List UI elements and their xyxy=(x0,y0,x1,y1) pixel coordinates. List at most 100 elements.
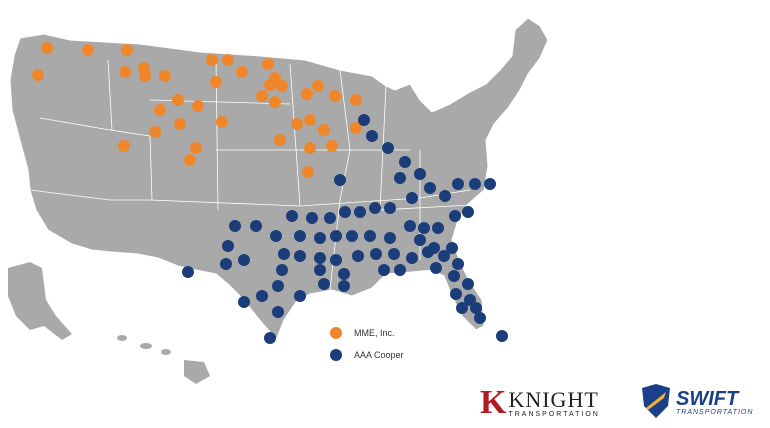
aaa-terminal-marker-13 xyxy=(406,192,418,204)
aaa-terminal-marker-49 xyxy=(422,246,434,258)
aaa-terminal-marker-63 xyxy=(318,278,330,290)
mme-terminal-marker-35 xyxy=(274,134,286,146)
mme-terminal-marker-28 xyxy=(149,126,161,138)
knight-name: KNIGHT xyxy=(508,386,599,412)
aaa-terminal-marker-28 xyxy=(364,230,376,242)
aaa-terminal-marker-40 xyxy=(220,258,232,270)
mme-terminal-marker-5 xyxy=(119,66,131,78)
mme-terminal-marker-34 xyxy=(291,118,303,130)
aaa-terminal-marker-19 xyxy=(306,212,318,224)
aaa-terminal-marker-53 xyxy=(314,264,326,276)
aaa-terminal-marker-21 xyxy=(229,220,241,232)
aaa-terminal-marker-42 xyxy=(294,250,306,262)
aaa-terminal-marker-15 xyxy=(369,202,381,214)
mme-terminals xyxy=(32,42,362,178)
aaa-terminal-marker-50 xyxy=(438,250,450,262)
mme-terminal-marker-18 xyxy=(269,96,281,108)
aaa-terminal-marker-44 xyxy=(330,254,342,266)
aaa-terminal-marker-60 xyxy=(256,290,268,302)
aaa-terminal-marker-14 xyxy=(384,202,396,214)
mme-terminal-marker-13 xyxy=(262,58,274,70)
aaa-terminal-marker-68 xyxy=(470,302,482,314)
aaa-terminal-marker-29 xyxy=(384,232,396,244)
mme-terminal-marker-21 xyxy=(329,90,341,102)
mme-terminal-marker-29 xyxy=(118,140,130,152)
mme-terminal-marker-8 xyxy=(159,70,171,82)
aaa-terminal-marker-31 xyxy=(418,222,430,234)
aaa-terminal-marker-5 xyxy=(414,168,426,180)
aaa-terminal-marker-55 xyxy=(378,264,390,276)
mme-terminal-marker-39 xyxy=(302,166,314,178)
aaa-terminal-marker-47 xyxy=(388,248,400,260)
aaa-terminal-marker-27 xyxy=(346,230,358,242)
aaa-terminal-marker-10 xyxy=(469,178,481,190)
aaa-terminal-marker-59 xyxy=(182,266,194,278)
aaa-terminal-marker-4 xyxy=(399,156,411,168)
mme-terminal-marker-11 xyxy=(236,66,248,78)
knight-subtitle: TRANSPORTATION xyxy=(508,410,600,418)
aaa-terminal-marker-8 xyxy=(424,182,436,194)
mme-terminal-marker-22 xyxy=(350,94,362,106)
mme-terminal-marker-17 xyxy=(256,90,268,102)
knight-logo: K KNIGHT TRANSPORTATION xyxy=(480,386,600,420)
mme-terminal-marker-32 xyxy=(304,114,316,126)
knight-mark: K xyxy=(480,384,507,421)
aaa-terminal-marker-64 xyxy=(338,280,350,292)
aaa-terminal-marker-12 xyxy=(439,190,451,202)
mme-terminal-marker-26 xyxy=(174,118,186,130)
aaa-terminal-marker-22 xyxy=(250,220,262,232)
aaa-terminal-marker-45 xyxy=(352,250,364,262)
aaa-terminal-marker-25 xyxy=(314,232,326,244)
mme-terminal-marker-7 xyxy=(139,70,151,82)
aaa-terminal-marker-48 xyxy=(406,252,418,264)
legend-dot-mme xyxy=(330,327,342,339)
aaa-terminal-marker-51 xyxy=(452,258,464,270)
aaa-terminal-marker-58 xyxy=(448,270,460,282)
aaa-terminal-marker-56 xyxy=(394,264,406,276)
aaa-terminal-marker-2 xyxy=(366,130,378,142)
mme-terminal-marker-25 xyxy=(154,104,166,116)
aaa-terminal-marker-66 xyxy=(462,278,474,290)
mme-terminal-marker-19 xyxy=(312,80,324,92)
aaa-terminal-marker-62 xyxy=(294,290,306,302)
aaa-terminal-marker-30 xyxy=(404,220,416,232)
aaa-terminal-marker-37 xyxy=(446,242,458,254)
aaa-terminal-marker-20 xyxy=(286,210,298,222)
aaa-terminal-marker-1 xyxy=(358,114,370,126)
aaa-terminals xyxy=(182,114,508,344)
aaa-terminal-marker-17 xyxy=(339,206,351,218)
mme-terminal-marker-10 xyxy=(222,54,234,66)
aaa-terminal-marker-52 xyxy=(276,264,288,276)
aaa-terminal-marker-71 xyxy=(238,296,250,308)
aaa-terminal-marker-69 xyxy=(474,312,486,324)
mme-terminal-marker-16 xyxy=(276,80,288,92)
aaa-terminal-marker-26 xyxy=(330,230,342,242)
mme-terminal-marker-33 xyxy=(318,124,330,136)
aaa-terminal-marker-9 xyxy=(452,178,464,190)
swift-name: SWIFT xyxy=(676,387,739,410)
hawaii xyxy=(117,335,210,384)
aaa-terminal-marker-54 xyxy=(338,268,350,280)
aaa-terminal-marker-16 xyxy=(354,206,366,218)
mme-terminal-marker-9 xyxy=(206,54,218,66)
mme-terminal-marker-23 xyxy=(172,94,184,106)
mme-terminal-marker-4 xyxy=(32,69,44,81)
aaa-terminal-marker-33 xyxy=(449,210,461,222)
mme-terminal-marker-1 xyxy=(41,42,53,54)
aaa-terminal-marker-43 xyxy=(314,252,326,264)
aaa-terminal-marker-57 xyxy=(430,262,442,274)
aaa-terminal-marker-35 xyxy=(414,234,426,246)
mme-terminal-marker-37 xyxy=(326,140,338,152)
shield-icon xyxy=(642,384,670,418)
mme-terminal-marker-2 xyxy=(82,44,94,56)
swift-subtitle: TRANSPORTATION xyxy=(676,408,754,416)
mme-terminal-marker-38 xyxy=(350,122,362,134)
mme-terminal-marker-15 xyxy=(264,79,276,91)
legend-item-mme: MME, Inc. xyxy=(330,322,404,344)
mme-terminal-marker-27 xyxy=(216,116,228,128)
aaa-terminal-marker-6 xyxy=(394,172,406,184)
aaa-terminal-marker-61 xyxy=(272,280,284,292)
aaa-terminal-marker-72 xyxy=(272,306,284,318)
aaa-terminal-marker-46 xyxy=(370,248,382,260)
